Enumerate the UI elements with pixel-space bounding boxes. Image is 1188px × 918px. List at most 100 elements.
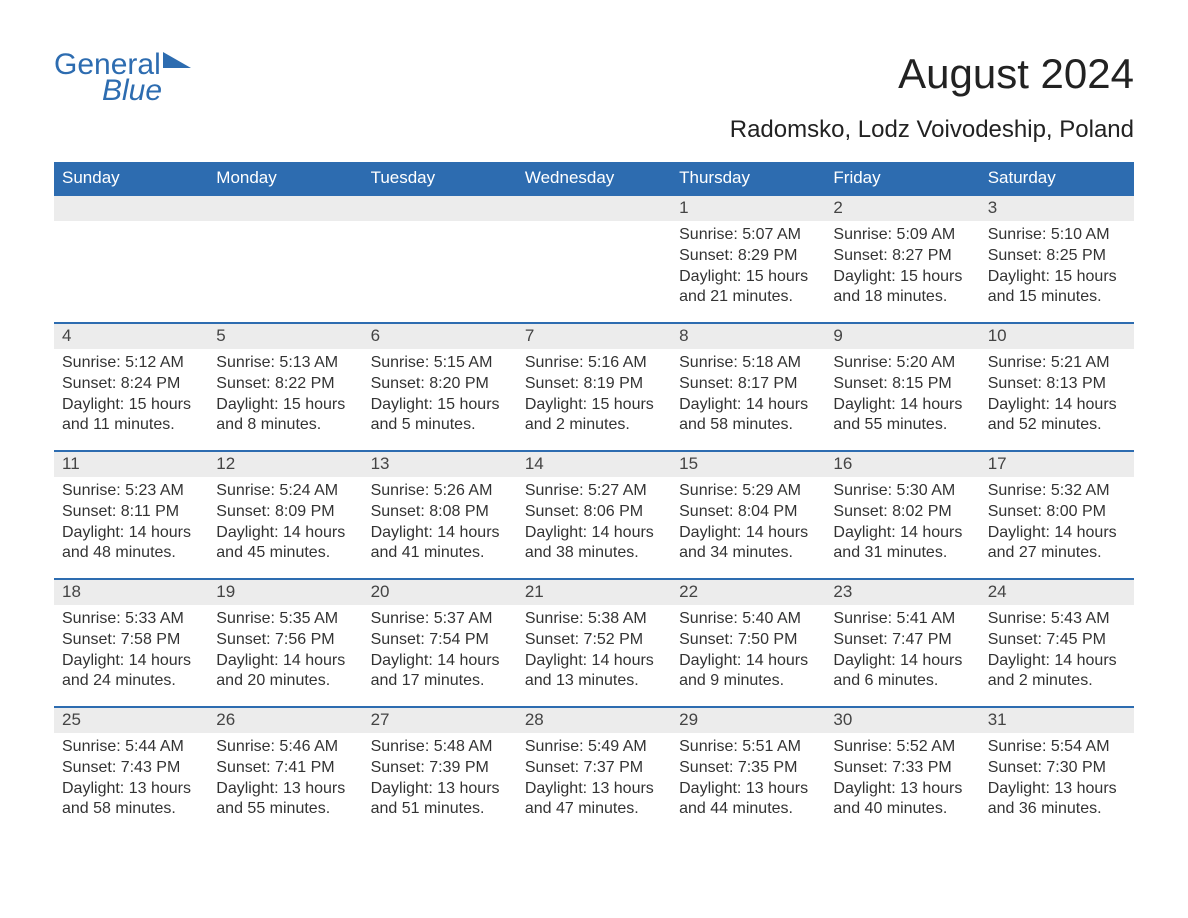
sunset-text: Sunset: 7:43 PM — [62, 758, 200, 779]
sunrise-text: Sunrise: 5:10 AM — [988, 225, 1126, 246]
day-number-empty: . — [517, 194, 671, 221]
calendar-body: ....1Sunrise: 5:07 AMSunset: 8:29 PMDayl… — [54, 194, 1134, 834]
sunset-text: Sunset: 7:30 PM — [988, 758, 1126, 779]
calendar-day-cell: 30Sunrise: 5:52 AMSunset: 7:33 PMDayligh… — [825, 706, 979, 834]
day-details: Sunrise: 5:10 AMSunset: 8:25 PMDaylight:… — [980, 221, 1134, 316]
day-details: Sunrise: 5:49 AMSunset: 7:37 PMDaylight:… — [517, 733, 671, 828]
daylight-text: Daylight: 14 hours and 17 minutes. — [371, 651, 509, 693]
day-details: Sunrise: 5:09 AMSunset: 8:27 PMDaylight:… — [825, 221, 979, 316]
calendar-table: Sunday Monday Tuesday Wednesday Thursday… — [54, 162, 1134, 834]
day-details: Sunrise: 5:41 AMSunset: 7:47 PMDaylight:… — [825, 605, 979, 700]
month-title: August 2024 — [730, 50, 1134, 98]
sunset-text: Sunset: 8:25 PM — [988, 246, 1126, 267]
sunrise-text: Sunrise: 5:54 AM — [988, 737, 1126, 758]
sunrise-text: Sunrise: 5:29 AM — [679, 481, 817, 502]
sunrise-text: Sunrise: 5:15 AM — [371, 353, 509, 374]
daylight-text: Daylight: 13 hours and 55 minutes. — [216, 779, 354, 821]
calendar-week-row: 11Sunrise: 5:23 AMSunset: 8:11 PMDayligh… — [54, 450, 1134, 578]
day-header-row: Sunday Monday Tuesday Wednesday Thursday… — [54, 162, 1134, 194]
calendar-week-row: 25 Sunrise: 5:44 AMSunset: 7:43 PM Dayligh… — [54, 706, 1134, 834]
day-details: Sunrise: 5:24 AMSunset: 8:09 PMDaylight:… — [208, 477, 362, 572]
day-header: Thursday — [671, 162, 825, 194]
sunset-text: Sunset: 8:04 PM — [679, 502, 817, 523]
calendar-day-cell: 12Sunrise: 5:24 AMSunset: 8:09 PMDayligh… — [208, 450, 362, 578]
day-number: 13 — [363, 450, 517, 477]
sunrise-text: Sunrise: 5:48 AM — [371, 737, 509, 758]
day-details: Sunrise: 5:48 AMSunset: 7:39 PMDaylight:… — [363, 733, 517, 828]
sunrise-text: Sunrise: 5:44 AM — [62, 737, 200, 758]
sunset-text: Sunset: 8:29 PM — [679, 246, 817, 267]
daylight-text: Daylight: 15 hours and 15 minutes. — [988, 267, 1126, 309]
daylight-text: Daylight: 15 hours and 18 minutes. — [833, 267, 971, 309]
day-number: 30 — [825, 706, 979, 733]
calendar-day-cell: 11Sunrise: 5:23 AMSunset: 8:11 PMDayligh… — [54, 450, 208, 578]
calendar-day-cell: 31Sunrise: 5:54 AMSunset: 7:30 PMDayligh… — [980, 706, 1134, 834]
daylight-text: Daylight: 14 hours and 31 minutes. — [833, 523, 971, 565]
calendar-day-cell: 25Sunrise: 5:44 AMSunset: 7:43 PMDayligh… — [54, 706, 208, 834]
day-number: 7 — [517, 322, 671, 349]
daylight-text: Daylight: 15 hours and 11 minutes. — [62, 395, 200, 437]
daylight-text: Daylight: 14 hours and 38 minutes. — [525, 523, 663, 565]
daylight-text: Daylight: 14 hours and 48 minutes. — [62, 523, 200, 565]
day-details: Sunrise: 5:37 AMSunset: 7:54 PMDaylight:… — [363, 605, 517, 700]
day-number: 9 — [825, 322, 979, 349]
day-number: 4 — [54, 322, 208, 349]
daylight-text: Daylight: 14 hours and 2 minutes. — [988, 651, 1126, 693]
day-number: 25 — [54, 706, 208, 733]
sunrise-text: Sunrise: 5:46 AM — [216, 737, 354, 758]
day-details: Sunrise: 5:13 AMSunset: 8:22 PMDaylight:… — [208, 349, 362, 444]
location-text: Radomsko, Lodz Voivodeship, Poland — [730, 116, 1134, 144]
sunset-text: Sunset: 7:35 PM — [679, 758, 817, 779]
day-details: Sunrise: 5:35 AMSunset: 7:56 PMDaylight:… — [208, 605, 362, 700]
daylight-text: Daylight: 14 hours and 55 minutes. — [833, 395, 971, 437]
calendar-day-cell: 9Sunrise: 5:20 AMSunset: 8:15 PMDaylight… — [825, 322, 979, 450]
sunset-text: Sunset: 8:20 PM — [371, 374, 509, 395]
day-details: Sunrise: 5:51 AMSunset: 7:35 PMDaylight:… — [671, 733, 825, 828]
logo: General Blue — [54, 50, 191, 106]
sunrise-text: Sunrise: 5:38 AM — [525, 609, 663, 630]
day-number: 16 — [825, 450, 979, 477]
calendar-day-cell: 13Sunrise: 5:26 AMSunset: 8:08 PMDayligh… — [363, 450, 517, 578]
calendar-day-cell: 3Sunrise: 5:10 AMSunset: 8:25 PMDaylight… — [980, 194, 1134, 322]
sunrise-text: Sunrise: 5:33 AM — [62, 609, 200, 630]
day-number: 10 — [980, 322, 1134, 349]
sunset-text: Sunset: 7:47 PM — [833, 630, 971, 651]
daylight-text: Daylight: 14 hours and 34 minutes. — [679, 523, 817, 565]
daylight-text: Daylight: 13 hours and 47 minutes. — [525, 779, 663, 821]
daylight-text: Daylight: 13 hours and 40 minutes. — [833, 779, 971, 821]
calendar-day-cell: 6 Sunrise: 5:15 AMSunset: 8:20 PMDaylight… — [363, 322, 517, 450]
sunrise-text: Sunrise: 5:30 AM — [833, 481, 971, 502]
sunset-text: Sunset: 7:52 PM — [525, 630, 663, 651]
day-number: 17 — [980, 450, 1134, 477]
calendar-day-cell: 1Sunrise: 5:07 AMSunset: 8:29 PMDaylight… — [671, 194, 825, 322]
calendar-day-cell: 26Sunrise: 5:46 AMSunset: 7:41 PMDayligh… — [208, 706, 362, 834]
daylight-text: Daylight: 14 hours and 27 minutes. — [988, 523, 1126, 565]
daylight-text: Daylight: 15 hours and 5 minutes. — [371, 395, 509, 437]
day-number-empty: . — [54, 194, 208, 221]
day-number: 2 — [825, 194, 979, 221]
sunset-text: Sunset: 8:24 PM — [62, 374, 200, 395]
daylight-text: Daylight: 14 hours and 41 minutes. — [371, 523, 509, 565]
sunrise-text: Sunrise: 5:16 AM — [525, 353, 663, 374]
daylight-text: Daylight: 14 hours and 45 minutes. — [216, 523, 354, 565]
calendar-day-cell: 16 Sunrise: 5:30 AMSunset: 8:02 PMDayligh… — [825, 450, 979, 578]
daylight-text: Daylight: 15 hours and 21 minutes. — [679, 267, 817, 309]
calendar-day-cell: 2Sunrise: 5:09 AMSunset: 8:27 PMDaylight… — [825, 194, 979, 322]
logo-blue-text: Blue — [102, 76, 191, 106]
day-number: 18 — [54, 578, 208, 605]
day-number: 6 — [363, 322, 517, 349]
sunset-text: Sunset: 8:02 PM — [833, 502, 971, 523]
sunset-text: Sunset: 7:50 PM — [679, 630, 817, 651]
calendar-day-cell: 8Sunrise: 5:18 AMSunset: 8:17 PMDaylight… — [671, 322, 825, 450]
sunrise-text: Sunrise: 5:18 AM — [679, 353, 817, 374]
day-number: 22 — [671, 578, 825, 605]
day-number: 19 — [208, 578, 362, 605]
day-number: 8 — [671, 322, 825, 349]
sunrise-text: Sunrise: 5:41 AM — [833, 609, 971, 630]
calendar-day-cell: 15Sunrise: 5:29 AMSunset: 8:04 PMDayligh… — [671, 450, 825, 578]
sunrise-text: Sunrise: 5:49 AM — [525, 737, 663, 758]
day-details: Sunrise: 5:33 AMSunset: 7:58 PMDaylight:… — [54, 605, 208, 700]
calendar-day-cell: 21Sunrise: 5:38 AMSunset: 7:52 PMDayligh… — [517, 578, 671, 706]
day-number-empty: . — [208, 194, 362, 221]
sunset-text: Sunset: 8:22 PM — [216, 374, 354, 395]
